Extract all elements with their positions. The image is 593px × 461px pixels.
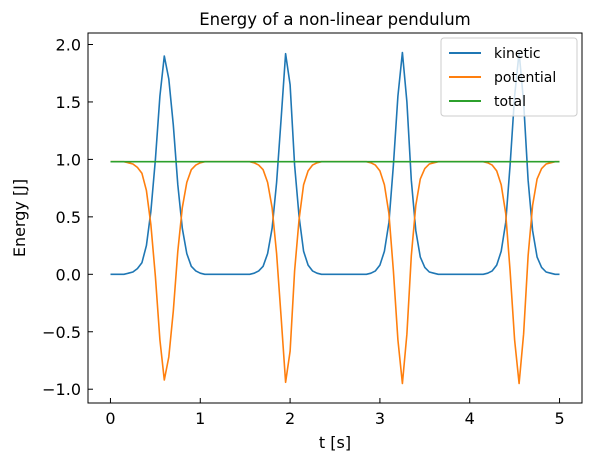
legend: kinetic potential total	[440, 37, 578, 117]
x-axis-label: t [s]	[319, 433, 351, 452]
y-axis-label: Energy [J]	[10, 179, 29, 257]
y-tick-label: 1.0	[56, 150, 81, 169]
x-tick-label: 3	[375, 409, 385, 428]
x-tick-label: 4	[465, 409, 475, 428]
y-tick-label: 2.0	[56, 35, 81, 54]
x-tick-label: 0	[105, 409, 115, 428]
y-tick-label: −0.5	[42, 323, 81, 342]
chart-title: Energy of a non-linear pendulum	[199, 10, 471, 29]
y-tick-label: −1.0	[42, 380, 81, 399]
tick-layer: 0 1 2 3 4 5 −1.0 −0.5 0.0 0.5 1.0 1.5 2.0	[42, 35, 564, 428]
y-tick-label: 1.5	[56, 93, 81, 112]
series-line-kinetic	[110, 51, 560, 276]
legend-label-kinetic: kinetic	[494, 46, 541, 62]
legend-box	[440, 37, 578, 117]
legend-label-potential: potential	[494, 70, 556, 86]
x-tick-label: 5	[554, 409, 564, 428]
plot-layer	[110, 51, 560, 385]
axes-frame	[87, 32, 583, 404]
x-tick-label: 1	[195, 409, 205, 428]
x-tick-label: 2	[285, 409, 295, 428]
legend-label-total: total	[494, 94, 526, 110]
y-tick-label: 0.5	[56, 208, 81, 227]
y-tick-label: 0.0	[56, 265, 81, 284]
